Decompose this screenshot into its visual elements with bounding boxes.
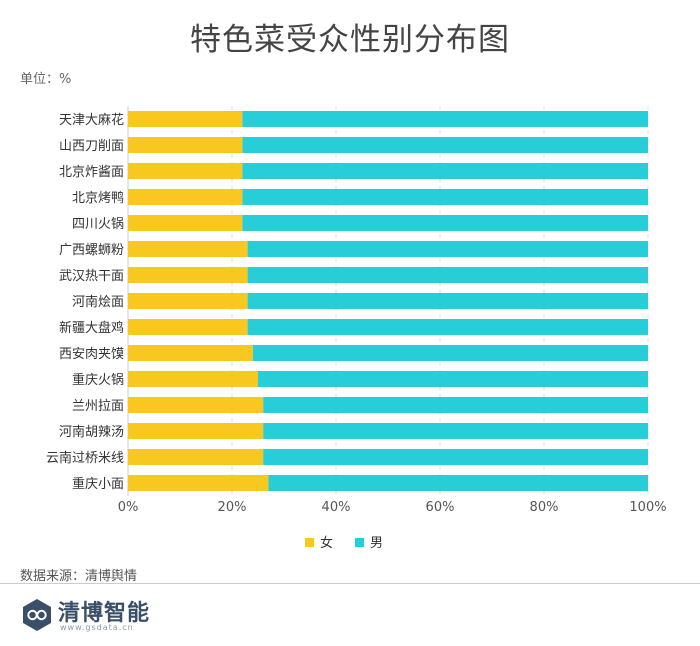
bar-female <box>128 241 248 257</box>
category-label: 河南胡辣汤 <box>59 424 124 440</box>
bar-female <box>128 137 243 153</box>
category-label: 北京烤鸭 <box>72 191 124 206</box>
category-label: 山西刀削面 <box>59 139 124 154</box>
bar-female <box>128 319 248 335</box>
bar-male <box>258 371 648 387</box>
bar-male <box>242 137 648 153</box>
category-label: 河南烩面 <box>72 294 124 310</box>
category-label: 云南过桥米线 <box>46 450 124 466</box>
x-tick-label: 100% <box>629 500 666 515</box>
category-label: 武汉热干面 <box>59 269 124 284</box>
bar-female <box>128 371 258 387</box>
unit-label: 单位：% <box>20 72 72 87</box>
legend-label: 男 <box>370 536 383 551</box>
bar-male <box>242 189 648 205</box>
bar-female <box>128 397 264 413</box>
bar-female <box>128 423 264 439</box>
x-tick-label: 40% <box>322 500 351 515</box>
category-label: 重庆火锅 <box>72 372 124 388</box>
bar-female <box>128 215 243 231</box>
bars <box>128 111 649 491</box>
bar-female <box>128 189 243 205</box>
bar-male <box>252 345 649 361</box>
bar-female <box>128 345 253 361</box>
category-labels: 天津大麻花山西刀削面北京炸酱面北京烤鸭四川火锅广西螺蛳粉武汉热干面河南烩面新疆大… <box>46 112 124 492</box>
brand-site: www.gsdata.cn <box>60 623 134 632</box>
bar-male <box>247 319 648 335</box>
bar-female <box>128 293 248 309</box>
category-label: 兰州拉面 <box>72 399 124 414</box>
bar-male <box>268 475 648 491</box>
bar-female <box>128 449 264 465</box>
legend-swatch <box>305 538 314 547</box>
brand-name: 清博智能 <box>58 601 151 626</box>
bar-male <box>263 449 648 465</box>
category-label: 天津大麻花 <box>59 112 124 128</box>
bar-male <box>242 111 648 127</box>
bar-male <box>263 397 648 413</box>
bar-female <box>128 475 269 491</box>
legend: 女男 <box>305 535 383 551</box>
category-label: 广西螺蛳粉 <box>59 243 124 258</box>
bar-male <box>242 215 648 231</box>
bar-female <box>128 267 248 283</box>
x-tick-label: 20% <box>218 500 247 515</box>
x-tick-label: 0% <box>118 500 139 515</box>
legend-label: 女 <box>320 535 333 551</box>
category-label: 西安肉夹馍 <box>59 347 124 362</box>
x-tick-label: 80% <box>530 500 559 515</box>
category-label: 重庆小面 <box>72 476 124 492</box>
footer-divider <box>0 583 700 584</box>
bar-male <box>263 423 648 439</box>
bar-male <box>247 241 648 257</box>
legend-swatch <box>355 538 364 547</box>
chart-title: 特色菜受众性别分布图 <box>190 22 510 58</box>
data-source: 数据来源：清博舆情 <box>20 569 138 584</box>
bar-male <box>247 293 648 309</box>
brand-logo-icon <box>23 599 51 631</box>
x-tick-label: 60% <box>426 500 455 515</box>
bar-female <box>128 163 243 179</box>
bar-male <box>242 163 648 179</box>
bar-female <box>128 111 243 127</box>
category-label: 新疆大盘鸡 <box>59 320 124 336</box>
category-label: 四川火锅 <box>72 216 124 232</box>
x-tick-labels: 0% 20% 40% 60% 80% 100% <box>118 500 667 515</box>
category-label: 北京炸酱面 <box>59 165 124 180</box>
bar-male <box>247 267 648 283</box>
gender-bar-chart: 天津大麻花山西刀削面北京炸酱面北京烤鸭四川火锅广西螺蛳粉武汉热干面河南烩面新疆大… <box>46 106 667 551</box>
